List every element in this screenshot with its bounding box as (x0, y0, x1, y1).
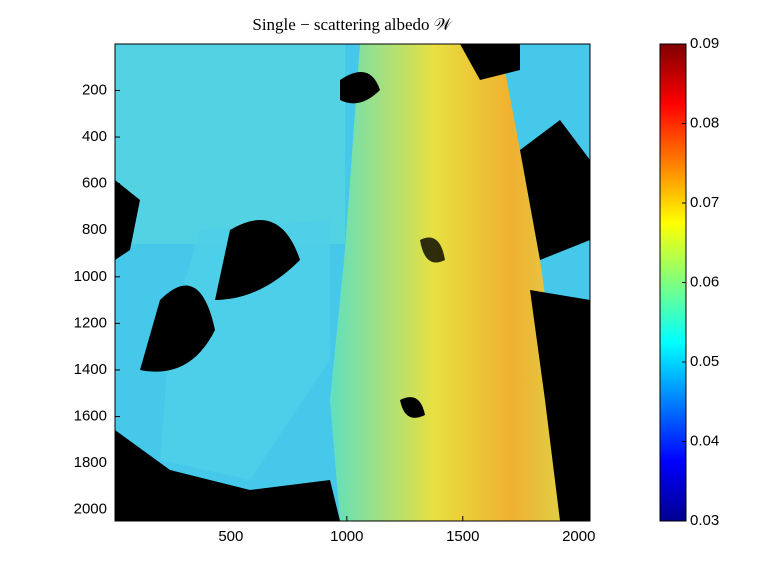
y-tick-label: 1600 (74, 408, 107, 425)
colorbar-tick-label: 0.07 (690, 194, 719, 211)
x-tick-label: 1000 (330, 528, 363, 545)
y-tick-label: 200 (82, 81, 107, 98)
x-tick-label: 1500 (446, 528, 479, 545)
y-tick-label: 1200 (74, 314, 107, 331)
colorbar-tick-label: 0.04 (690, 432, 719, 449)
colorbar-tick-label: 0.05 (690, 353, 719, 370)
plot-frame (114, 43, 591, 522)
chart-title: Single − scattering albedo 𝒲 (252, 15, 453, 34)
colorbar-tick-label: 0.08 (690, 114, 719, 131)
y-tick-label: 800 (82, 221, 107, 238)
colorbar-tick-label: 0.03 (690, 512, 719, 529)
y-tick-label: 2000 (74, 501, 107, 518)
y-tick-label: 400 (82, 128, 107, 145)
y-tick-label: 1800 (74, 454, 107, 471)
heatmap-image (115, 44, 590, 521)
colorbar-tick-label: 0.09 (690, 35, 719, 52)
y-tick-label: 1400 (74, 361, 107, 378)
colorbar-tick-label: 0.06 (690, 273, 719, 290)
x-tick-label: 2000 (562, 528, 595, 545)
y-tick-label: 600 (82, 175, 107, 192)
colorbar (659, 43, 687, 522)
y-tick-label: 1000 (74, 268, 107, 285)
x-tick-label: 500 (218, 528, 243, 545)
